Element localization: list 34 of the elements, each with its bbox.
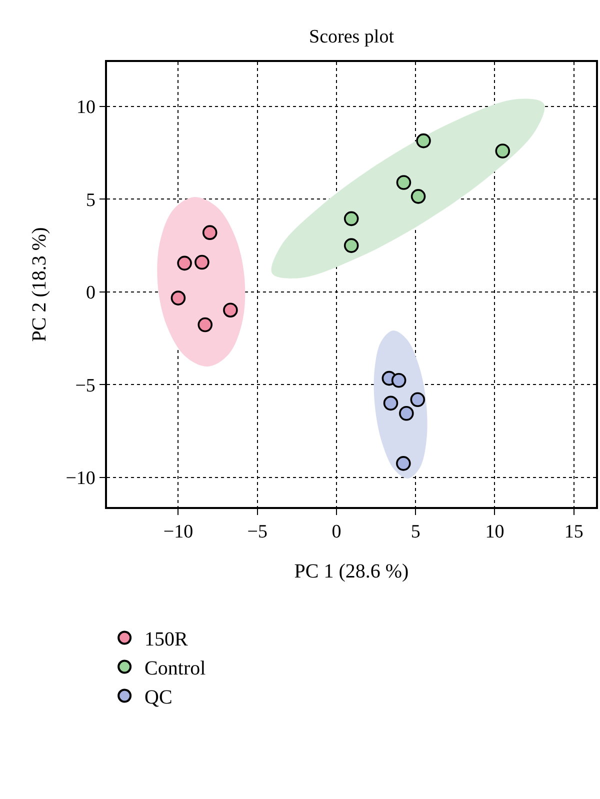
legend-label: QC	[144, 686, 172, 709]
point	[202, 225, 218, 240]
y-tick-label: 5	[86, 190, 96, 211]
point	[177, 256, 192, 271]
y-tick-label: 10	[76, 97, 96, 118]
x-tick-label: 5	[410, 522, 420, 543]
point	[223, 302, 238, 318]
point	[344, 238, 359, 253]
point	[194, 254, 210, 270]
x-tick-label: −5	[247, 522, 268, 543]
point	[170, 290, 186, 306]
point	[399, 406, 414, 421]
y-tick-label: −5	[75, 375, 96, 396]
point	[344, 211, 359, 226]
point	[410, 392, 426, 408]
x-tick-label: 0	[332, 522, 342, 543]
point	[198, 317, 213, 332]
point	[495, 144, 510, 158]
point	[396, 456, 411, 471]
x-tick-label: 15	[564, 522, 584, 543]
y-tick-label: 0	[86, 282, 96, 304]
y-axis-title: PC 2 (18.3 %)	[28, 227, 51, 342]
x-tick-label: 10	[485, 522, 504, 543]
point	[383, 396, 398, 411]
point	[410, 189, 426, 204]
x-axis-title: PC 1 (28.6 %)	[294, 560, 409, 583]
point	[391, 372, 406, 388]
legend-label: Control	[144, 658, 206, 680]
legend-label: 150R	[144, 628, 189, 651]
chart-title: Scores plot	[309, 26, 395, 48]
x-tick-label: −10	[163, 522, 194, 543]
y-tick-label: −10	[66, 468, 96, 489]
point	[396, 175, 412, 190]
point	[416, 133, 431, 148]
